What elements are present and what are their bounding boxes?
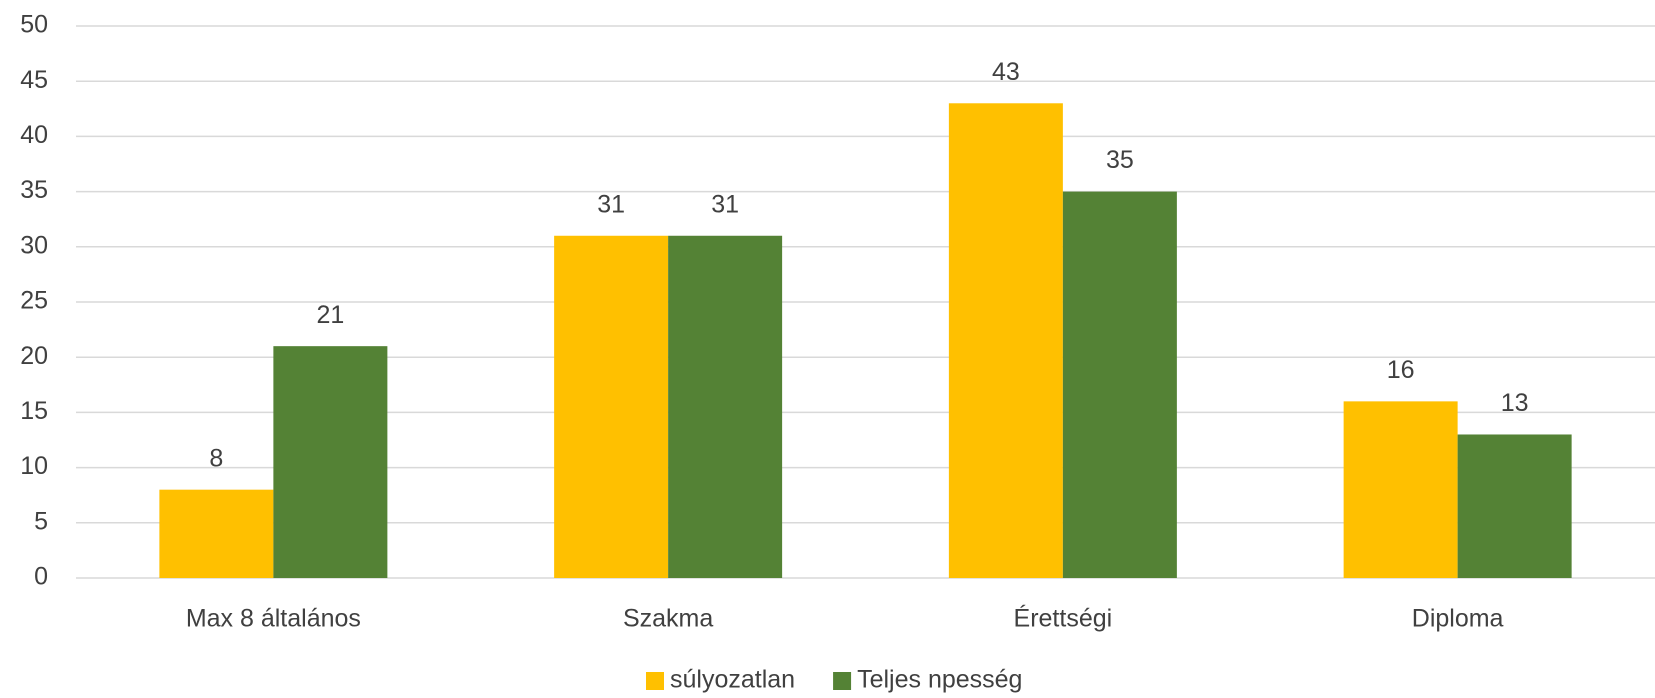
x-tick-label: Érettségi bbox=[1014, 604, 1113, 633]
y-tick-label: 40 bbox=[20, 121, 48, 149]
bar bbox=[1457, 434, 1572, 578]
bar bbox=[273, 346, 388, 578]
y-tick-label: 20 bbox=[20, 342, 48, 370]
y-tick-label: 50 bbox=[20, 11, 48, 39]
y-tick-label: 0 bbox=[34, 563, 48, 591]
legend-swatch bbox=[646, 672, 664, 690]
x-tick-label: Diploma bbox=[1412, 605, 1504, 633]
legend-label: súlyozatlan bbox=[670, 666, 795, 694]
bar bbox=[1062, 191, 1177, 578]
y-tick-label: 45 bbox=[20, 66, 48, 94]
bar bbox=[159, 489, 274, 578]
legend-label: Teljes npesség bbox=[857, 666, 1022, 694]
data-label: 13 bbox=[1501, 389, 1529, 417]
bar bbox=[668, 235, 783, 578]
bar bbox=[948, 103, 1063, 578]
y-tick-label: 15 bbox=[20, 397, 48, 425]
legend-swatch bbox=[833, 672, 852, 690]
bar bbox=[554, 235, 669, 578]
data-label: 31 bbox=[711, 190, 739, 218]
data-label: 35 bbox=[1106, 146, 1134, 174]
bar bbox=[1343, 401, 1458, 578]
data-label: 16 bbox=[1387, 356, 1415, 384]
data-label: 43 bbox=[992, 58, 1020, 86]
y-tick-label: 5 bbox=[34, 507, 48, 535]
y-tick-label: 30 bbox=[20, 231, 48, 259]
data-label: 31 bbox=[597, 190, 625, 218]
data-label: 8 bbox=[209, 444, 223, 472]
x-tick-label: Max 8 általános bbox=[186, 605, 361, 633]
y-tick-label: 10 bbox=[20, 452, 48, 480]
y-tick-label: 25 bbox=[20, 287, 48, 315]
data-label: 21 bbox=[316, 301, 344, 329]
y-tick-label: 35 bbox=[20, 176, 48, 204]
x-tick-label: Szakma bbox=[623, 605, 713, 633]
